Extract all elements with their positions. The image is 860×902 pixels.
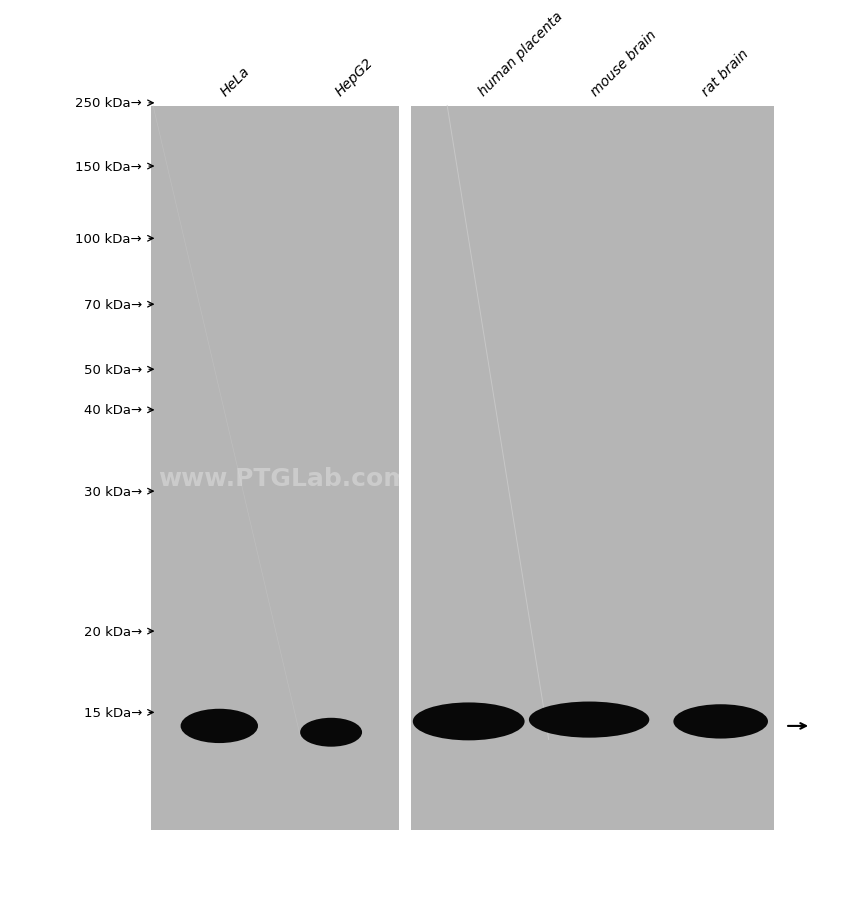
Bar xyxy=(411,106,774,830)
Text: 30 kDa→: 30 kDa→ xyxy=(83,485,142,498)
Bar xyxy=(150,106,399,830)
Ellipse shape xyxy=(529,702,649,738)
Ellipse shape xyxy=(181,709,258,743)
Text: 50 kDa→: 50 kDa→ xyxy=(83,364,142,376)
Text: 20 kDa→: 20 kDa→ xyxy=(83,625,142,638)
Text: 15 kDa→: 15 kDa→ xyxy=(83,706,142,719)
Text: www.PTGLab.com: www.PTGLab.com xyxy=(158,466,409,490)
Text: HepG2: HepG2 xyxy=(332,56,376,99)
Text: 40 kDa→: 40 kDa→ xyxy=(83,404,142,417)
Text: 150 kDa→: 150 kDa→ xyxy=(75,161,142,173)
Ellipse shape xyxy=(413,703,525,741)
Text: 70 kDa→: 70 kDa→ xyxy=(83,299,142,311)
Text: 250 kDa→: 250 kDa→ xyxy=(75,97,142,110)
Text: HeLa: HeLa xyxy=(218,65,253,99)
Text: human placenta: human placenta xyxy=(476,10,566,99)
Text: rat brain: rat brain xyxy=(699,47,752,99)
Ellipse shape xyxy=(300,718,362,747)
Ellipse shape xyxy=(673,704,768,739)
Text: 100 kDa→: 100 kDa→ xyxy=(76,233,142,245)
Text: mouse brain: mouse brain xyxy=(587,28,659,99)
